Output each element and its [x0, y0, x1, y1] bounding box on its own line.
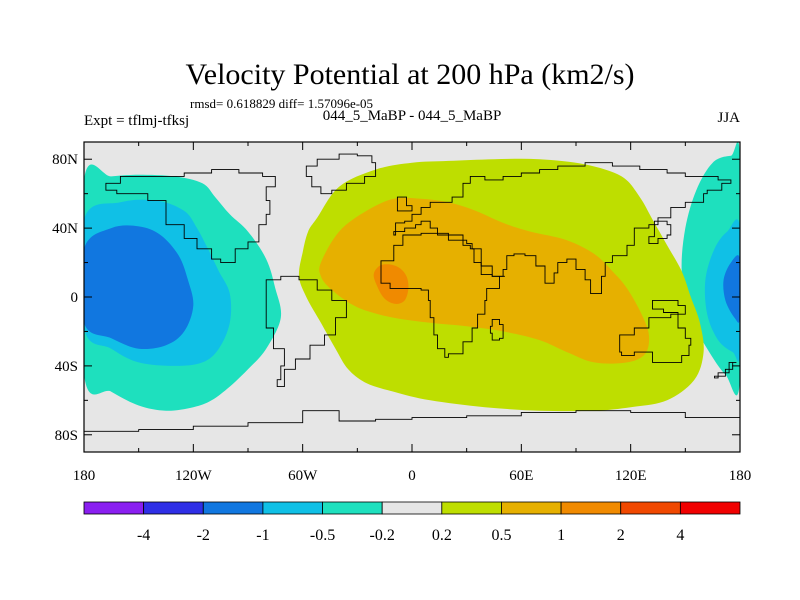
colorbar-box: [83, 501, 145, 515]
coastline-greenland: [305, 153, 377, 195]
colorbar-box: [679, 501, 741, 515]
coastline-madagascar: [489, 318, 504, 341]
colorbar-label: -2: [197, 527, 210, 544]
stats-text: rmsd= 0.618829 diff= 1.57096e-05: [190, 96, 373, 111]
colorbar-label: 4: [676, 527, 684, 544]
chart-title: Velocity Potential at 200 hPa (km2/s): [185, 58, 634, 91]
coastline-eurasia: [393, 162, 732, 295]
coastline-layer: [84, 153, 740, 452]
subtitle-right: JJA: [717, 110, 740, 126]
x-tick-label: 60E: [509, 468, 533, 484]
plot-area: [83, 141, 741, 453]
colorbar-box: [262, 501, 323, 515]
coastline-antarctica: [84, 410, 740, 452]
x-tick-label: 60W: [288, 468, 318, 484]
contour-eurasia-positive-0.5: [319, 197, 650, 364]
colorbar-label: 0.5: [491, 527, 511, 544]
contour-eurasia-positive-1: [373, 264, 409, 304]
colorbar-label: 1: [557, 527, 565, 544]
y-tick-label: 80N: [52, 152, 78, 168]
y-tick-label: 40N: [52, 221, 78, 237]
coastline-north-america: [105, 169, 276, 264]
colorbar-label: 0.2: [432, 527, 452, 544]
y-tick-label: 80S: [55, 428, 78, 444]
colorbar-box: [322, 501, 383, 515]
colorbar-box: [202, 501, 264, 515]
coastline-japan: [648, 220, 672, 245]
x-tick-label: 180: [729, 468, 752, 484]
colorbar-box: [501, 501, 562, 515]
contour-west-pacific-negative--1: [84, 225, 194, 350]
coastline-british-isles: [396, 196, 413, 212]
y-tick-label: 40S: [55, 359, 78, 375]
colorbar: -4 -2 -1 -0.5 -0.2 0.2 0.5 1 2 4: [83, 501, 741, 544]
coastline-africa: [380, 232, 505, 358]
colorbar-label: -4: [137, 527, 150, 544]
contour-east-pacific-negative--0.5: [704, 219, 740, 362]
subtitle-left: Expt = tflmj-tfksj: [84, 113, 189, 129]
colorbar-box: [381, 501, 443, 515]
subtitle-center: 044_5_MaBP - 044_5_MaBP: [323, 108, 502, 124]
colorbar-box: [143, 501, 204, 515]
coastline-new-zealand: [714, 361, 737, 379]
coastline-australia: [619, 313, 692, 363]
y-tick-label: 0: [71, 290, 79, 306]
coastline-new-guinea: [652, 299, 686, 315]
colorbar-box: [560, 501, 622, 515]
colorbar-label: -0.2: [370, 527, 395, 544]
axis-layer: 180 120W 60W 0 60E 120E 180 80N 40N 0 40S 80S: [52, 142, 751, 484]
colorbar-box: [441, 501, 502, 515]
x-tick-label: 0: [408, 468, 416, 484]
contour-fill-layer: [84, 142, 740, 412]
contour-east-pacific-negative--1: [723, 255, 740, 323]
x-tick-label: 180: [73, 468, 96, 484]
x-tick-label: 120E: [615, 468, 647, 484]
colorbar-label: 2: [617, 527, 625, 544]
colorbar-label: -0.5: [310, 527, 335, 544]
x-tick-label: 120W: [175, 468, 213, 484]
colorbar-label: -1: [256, 527, 269, 544]
coastline-south-america: [265, 275, 347, 388]
colorbar-box: [620, 501, 681, 515]
